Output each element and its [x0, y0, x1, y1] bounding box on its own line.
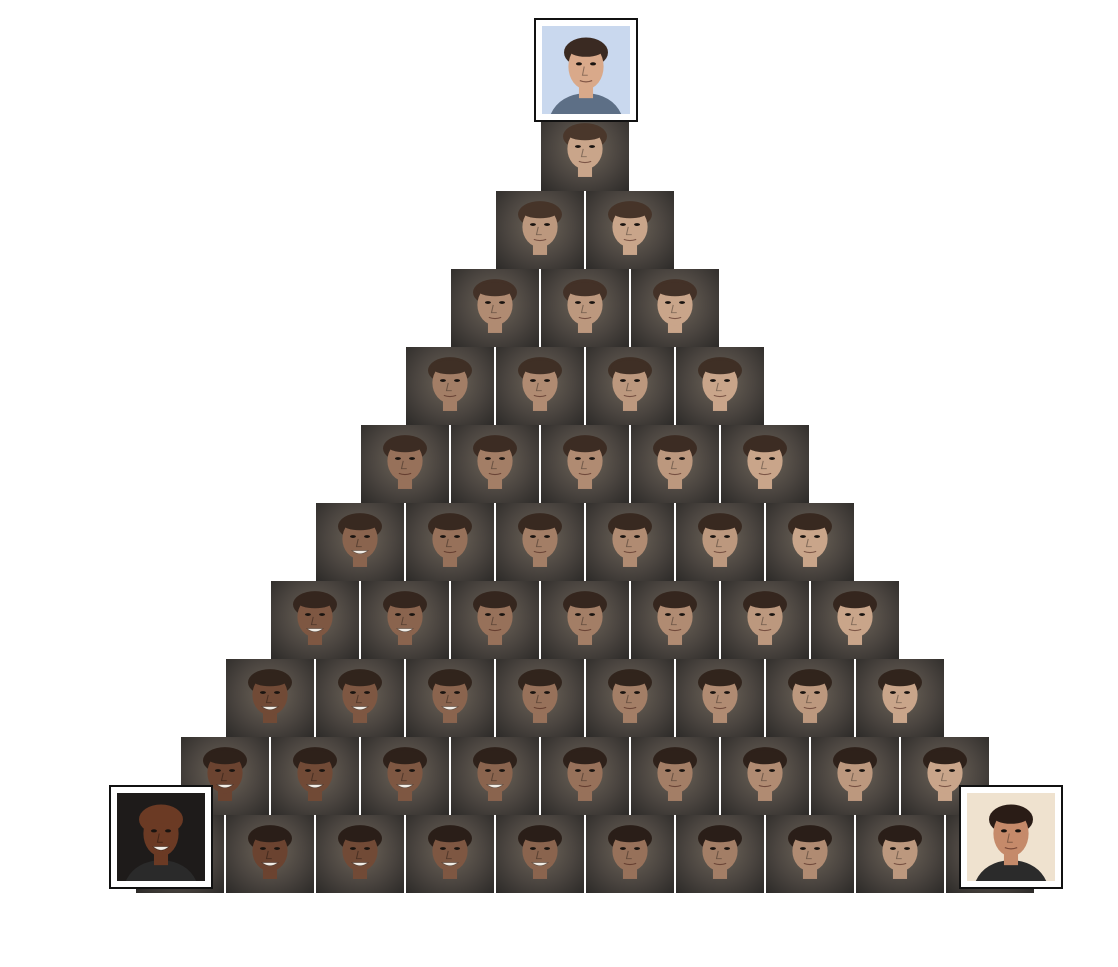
interpolated-face-tile [676, 347, 764, 425]
interpolated-face-tile [676, 815, 764, 893]
anchor-face-top [534, 18, 638, 122]
interpolated-face-tile [541, 113, 629, 191]
interpolated-face-tile [766, 815, 854, 893]
interpolated-face-tile [541, 269, 629, 347]
interpolated-face-tile [451, 269, 539, 347]
interpolated-face-tile [496, 503, 584, 581]
interpolated-face-tile [361, 425, 449, 503]
interpolated-face-tile [856, 659, 944, 737]
interpolated-face-tile [226, 659, 314, 737]
interpolated-face-tile [406, 503, 494, 581]
anchor-face-bottom-left [109, 785, 213, 889]
interpolated-face-tile [496, 659, 584, 737]
interpolated-face-tile [316, 503, 404, 581]
interpolated-face-tile [496, 815, 584, 893]
interpolated-face-tile [676, 659, 764, 737]
interpolated-face-tile [271, 581, 359, 659]
interpolated-face-tile [451, 581, 539, 659]
interpolated-face-tile [586, 347, 674, 425]
interpolated-face-tile [406, 815, 494, 893]
interpolated-face-tile [406, 659, 494, 737]
interpolated-face-tile [721, 581, 809, 659]
interpolated-face-tile [271, 737, 359, 815]
interpolated-face-tile [631, 425, 719, 503]
interpolated-face-tile [856, 815, 944, 893]
interpolated-face-tile [361, 581, 449, 659]
interpolated-face-tile [316, 659, 404, 737]
interpolated-face-tile [451, 425, 539, 503]
interpolated-face-tile [631, 581, 719, 659]
interpolated-face-tile [586, 503, 674, 581]
interpolated-face-tile [496, 347, 584, 425]
interpolated-face-tile [631, 737, 719, 815]
interpolated-face-tile [451, 737, 539, 815]
interpolated-face-tile [676, 503, 764, 581]
interpolated-face-tile [586, 815, 674, 893]
interpolated-face-tile [721, 737, 809, 815]
interpolated-face-tile [766, 659, 854, 737]
interpolated-face-tile [541, 737, 629, 815]
interpolated-face-tile [631, 269, 719, 347]
interpolated-face-tile [811, 581, 899, 659]
anchor-face-bottom-right [959, 785, 1063, 889]
interpolated-face-tile [541, 581, 629, 659]
interpolated-face-tile [316, 815, 404, 893]
interpolated-face-tile [586, 659, 674, 737]
interpolated-face-tile [811, 737, 899, 815]
interpolated-face-tile [226, 815, 314, 893]
interpolated-face-tile [721, 425, 809, 503]
interpolated-face-tile [181, 737, 269, 815]
interpolated-face-tile [586, 191, 674, 269]
interpolated-face-tile [361, 737, 449, 815]
interpolated-face-tile [766, 503, 854, 581]
interpolated-face-tile [406, 347, 494, 425]
interpolated-face-tile [541, 425, 629, 503]
interpolated-face-tile [496, 191, 584, 269]
